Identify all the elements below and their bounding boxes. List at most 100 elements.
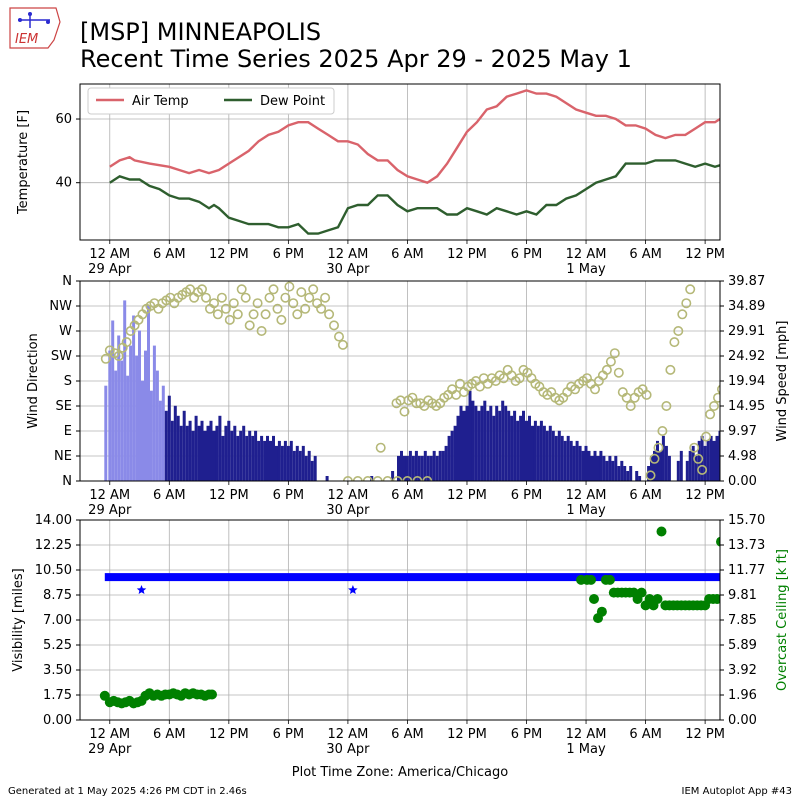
wind-speed-bar (617, 466, 621, 481)
wind-speed-bar (173, 405, 177, 481)
wind-speed-bar (295, 445, 299, 481)
series-line-air-temp (109, 89, 720, 185)
wind-speed-bar (218, 415, 222, 481)
wind-speed-bar (310, 460, 314, 481)
y-axis-title-left: Visibility [miles] (11, 568, 26, 671)
wind-direction-marker (209, 298, 220, 309)
wind-speed-bar (144, 350, 147, 481)
ceiling-marker (712, 594, 720, 604)
wind-speed-bar (718, 430, 720, 481)
wind-speed-bar (167, 395, 171, 481)
x-axis-title: Plot Time Zone: America/Chicago (292, 765, 508, 780)
wind-speed-bar (676, 460, 680, 481)
y-tick-label-left: 10.50 (35, 563, 72, 578)
wind-speed-bar (117, 335, 121, 481)
wind-speed-bar (590, 455, 594, 481)
wind-speed-bar (108, 350, 112, 481)
wind-direction-marker (248, 309, 259, 320)
x-tick-label: 6 AM (629, 488, 662, 503)
y-tick-label-right: 7.85 (728, 613, 757, 628)
y-axis-title-left: Wind Direction (26, 333, 41, 429)
wind-speed-bar (664, 445, 668, 481)
wind-speed-bar (215, 425, 219, 481)
x-tick-label: 12 PM (685, 727, 725, 742)
y-tick-label-right: 9.97 (728, 424, 757, 439)
wind-speed-bar (685, 460, 689, 481)
wind-speed-bar (129, 345, 133, 481)
visibility-star-marker (348, 585, 358, 594)
visibility-band (104, 573, 720, 582)
series-line-dew-point (109, 159, 720, 235)
wind-speed-bar (533, 420, 537, 481)
wind-direction-marker (201, 292, 212, 303)
wind-speed-bar (691, 445, 695, 481)
wind-speed-bar (313, 455, 317, 481)
wind-direction-marker (693, 453, 704, 464)
wind-speed-bar (289, 440, 293, 481)
wind-speed-bar (528, 415, 531, 481)
wind-direction-marker (375, 442, 386, 453)
y-axis-title-right: Overcast Ceiling [k ft] (775, 549, 790, 691)
wind-direction-marker (296, 287, 307, 298)
y-tick-label: 60 (55, 112, 72, 127)
x-tick-label: 12 PM (209, 727, 249, 742)
wind-direction-marker (320, 292, 331, 303)
wind-direction-marker (264, 292, 275, 303)
wind-direction-marker (333, 331, 344, 342)
y-tick-label-left: 0.00 (43, 713, 72, 728)
x-tick-label: 6 AM (629, 727, 662, 742)
wind-speed-bar (545, 430, 549, 481)
wind-speed-bar (578, 445, 582, 481)
wind-speed-bar (560, 435, 564, 481)
wind-speed-bar (123, 300, 127, 481)
wind-speed-bar (703, 445, 707, 481)
wind-direction-marker (685, 284, 696, 295)
wind-direction-marker (240, 292, 251, 303)
wind-direction-marker (681, 298, 692, 309)
y-tick-label-right: 5.89 (728, 638, 757, 653)
x-tick-sublabel: 30 Apr (326, 262, 370, 277)
y-axis-title: Temperature [F] (16, 110, 31, 215)
x-tick-label: 12 AM (328, 488, 369, 503)
wind-speed-bar (444, 445, 448, 481)
wind-speed-bar (212, 430, 216, 481)
x-tick-label: 12 AM (89, 247, 130, 262)
y-tick-label-left: 5.25 (43, 638, 72, 653)
y-tick-label-right: 0.00 (728, 474, 757, 489)
wind-speed-bar (138, 330, 141, 481)
wind-speed-bar (280, 445, 284, 481)
y-tick-label-right: 4.98 (728, 449, 757, 464)
wind-speed-bar (492, 415, 496, 481)
wind-speed-bar (557, 430, 561, 481)
wind-speed-bar (414, 450, 418, 481)
wind-speed-bar (608, 455, 612, 481)
wind-direction-marker (701, 431, 712, 442)
wind-speed-bar (423, 450, 427, 481)
wind-direction-marker (722, 388, 730, 396)
plot-frame (79, 280, 721, 482)
y-tick-label-left: N (62, 474, 72, 489)
wind-direction-marker (216, 292, 227, 303)
wind-speed-bar (286, 445, 290, 481)
wind-direction-marker (661, 400, 672, 411)
x-tick-label: 6 PM (273, 488, 304, 503)
x-tick-label: 6 PM (273, 727, 304, 742)
y-axis-title-right: Wind Speed [mph] (775, 321, 790, 442)
wind-speed-bar (269, 440, 272, 481)
wind-speed-bar (722, 436, 725, 481)
wind-speed-bar (170, 420, 174, 481)
wind-speed-bar (209, 420, 213, 481)
wind-direction-marker (653, 442, 664, 453)
wind-speed-bar (405, 455, 409, 481)
wind-direction-marker (697, 464, 708, 475)
wind-direction-marker (657, 425, 668, 436)
wind-speed-bar (623, 466, 627, 481)
wind-speed-bar (688, 450, 692, 481)
x-tick-label: 12 AM (328, 727, 369, 742)
x-tick-label: 12 PM (447, 488, 487, 503)
wind-speed-bar (438, 450, 442, 481)
wind-speed-bar (161, 385, 165, 481)
x-tick-label: 12 AM (566, 247, 607, 262)
y-tick-label-left: W (59, 324, 72, 339)
